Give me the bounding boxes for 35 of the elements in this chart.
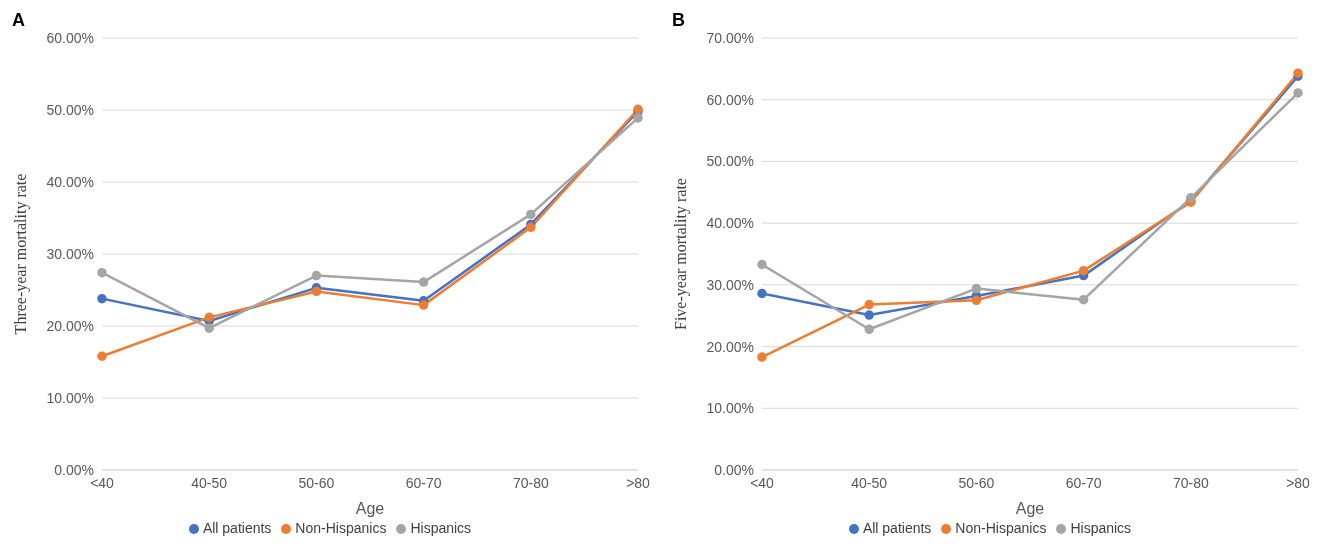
x-tick-label: 60-70	[1065, 474, 1102, 491]
y-tick-label: 30.00%	[706, 276, 754, 293]
y-tick-label: 10.00%	[46, 389, 94, 406]
legend-label: All patients	[862, 520, 932, 536]
y-tick-label: 30.00%	[46, 245, 94, 262]
legend-label: All patients	[202, 520, 272, 536]
legend-label: Non-Hispanics	[295, 520, 387, 536]
y-tick-label: 60.00%	[706, 91, 754, 108]
y-tick-label: 70.00%	[706, 29, 754, 46]
x-tick-label: >80	[1286, 474, 1311, 491]
x-tick-label: 50-60	[958, 474, 995, 491]
x-tick-label: 40-50	[851, 474, 888, 491]
y-tick-label: 50.00%	[706, 153, 754, 170]
y-tick-label: 20.00%	[46, 317, 94, 334]
x-tick-label: 60-70	[405, 474, 442, 491]
x-tick-label: >80	[626, 474, 651, 491]
x-tick-label: 40-50	[191, 474, 228, 491]
y-tick-label: 20.00%	[706, 338, 754, 355]
legend-label: Hispanics	[410, 520, 472, 536]
y-tick-label: 60.00%	[46, 29, 94, 46]
x-axis-title: Age	[355, 500, 385, 517]
y-axis-title: Five-year mortality rate	[671, 178, 690, 330]
legend-label: Non-Hispanics	[955, 520, 1047, 536]
x-tick-label: 70-80	[512, 474, 549, 491]
y-axis-title: Three-year mortality rate	[11, 173, 30, 335]
y-tick-label: 10.00%	[706, 400, 754, 417]
legend-label: Hispanics	[1070, 520, 1132, 536]
y-tick-label: 40.00%	[706, 215, 754, 232]
x-tick-label: 70-80	[1172, 474, 1209, 491]
x-tick-label: 50-60	[298, 474, 335, 491]
chart-title: B	[672, 10, 685, 31]
x-axis-title: Age	[1015, 500, 1045, 517]
chart-title: A	[12, 10, 25, 31]
y-tick-label: 50.00%	[46, 101, 94, 118]
y-tick-label: 40.00%	[46, 173, 94, 190]
